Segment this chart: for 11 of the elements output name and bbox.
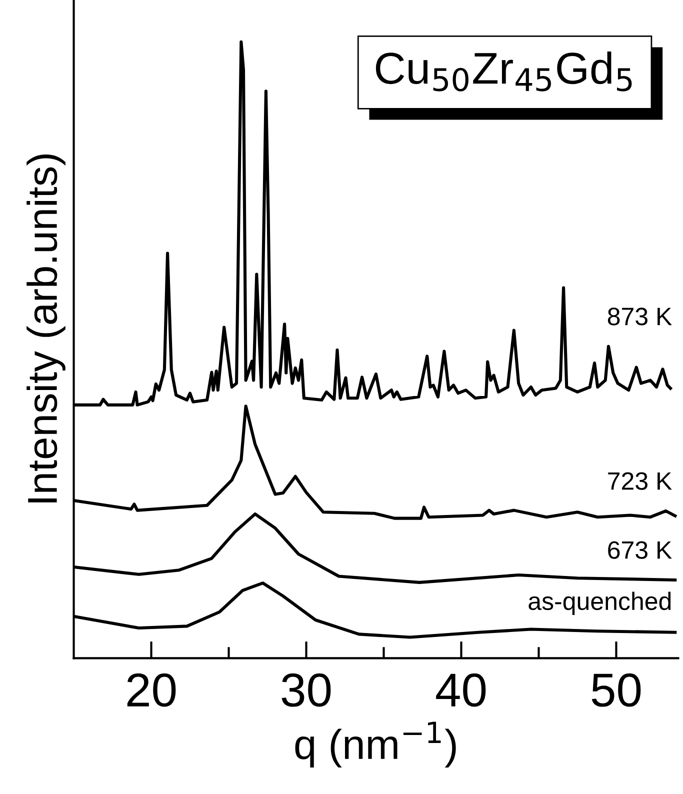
- y-axis-title: Intensity (arb.units): [26, 154, 66, 502]
- series-label: 673 K: [608, 541, 672, 559]
- x-tick-label: 30: [282, 673, 331, 707]
- series-label: as-quenched: [528, 592, 671, 616]
- x-axis-title: q (nm$^{−1}$): [295, 722, 456, 768]
- series-label: 723 K: [608, 472, 672, 490]
- x-tick-label: 50: [592, 673, 641, 707]
- annotation: Cu$_{50}$Zr$_{45}$Gd$_{5}$: [376, 51, 632, 92]
- series-label: 873 K: [608, 308, 672, 326]
- x-tick-label: 40: [436, 673, 486, 707]
- x-tick-label: 20: [127, 673, 176, 707]
